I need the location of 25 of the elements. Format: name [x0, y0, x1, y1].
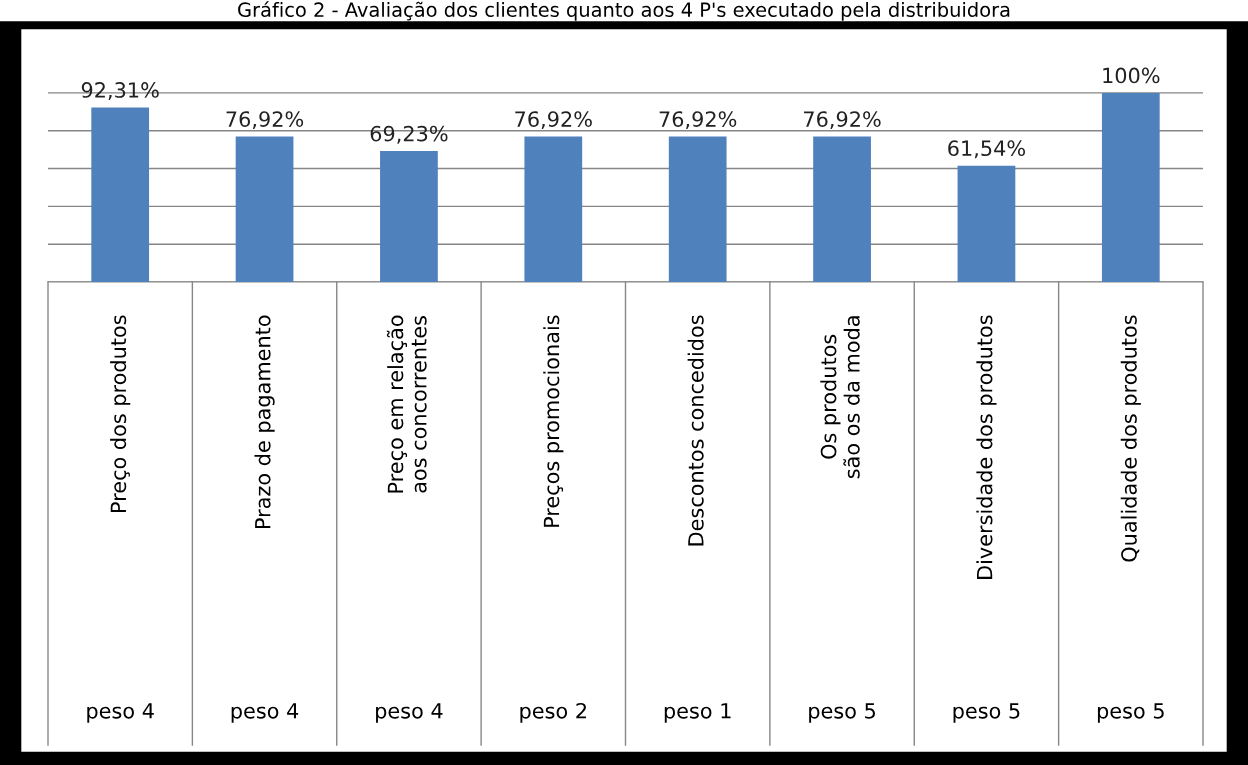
category-label: Descontos concedidos peso 1	[664, 315, 731, 723]
data-label: 76,92%	[515, 111, 592, 130]
data-label: 76,92%	[226, 111, 304, 130]
bar	[235, 136, 294, 282]
bar	[91, 107, 150, 282]
bar	[957, 165, 1016, 282]
bar	[380, 151, 438, 282]
category-label: Diversidade dos produtos peso 5	[953, 315, 1020, 723]
category-label: Os produtos são os da moda peso 5	[809, 316, 875, 723]
category-label: Preço dos produtos peso 4	[87, 315, 154, 723]
chart-title: Gráfico 2 - Avaliação dos clientes quanto aos 4 P's executado pela distribuidora	[238, 1, 1010, 21]
category-label: Preço em relação aos concorrentes peso 4	[376, 315, 443, 723]
bar	[813, 136, 871, 282]
bar	[524, 136, 583, 282]
data-label: 69,23%	[370, 125, 448, 144]
data-label: 61,54%	[948, 140, 1026, 159]
data-label: 76,92%	[659, 111, 737, 130]
category-label: Qualidade dos produtos peso 5	[1097, 315, 1164, 723]
category-label: Preços promocionais peso 2	[520, 315, 586, 723]
data-label: 92,31%	[81, 82, 159, 100]
bar	[668, 136, 727, 282]
category-label: Prazo de pagamento peso 4	[231, 315, 299, 723]
data-label: 100%	[1103, 67, 1160, 84]
bar	[1101, 92, 1160, 282]
data-label: 76,92%	[804, 111, 881, 130]
